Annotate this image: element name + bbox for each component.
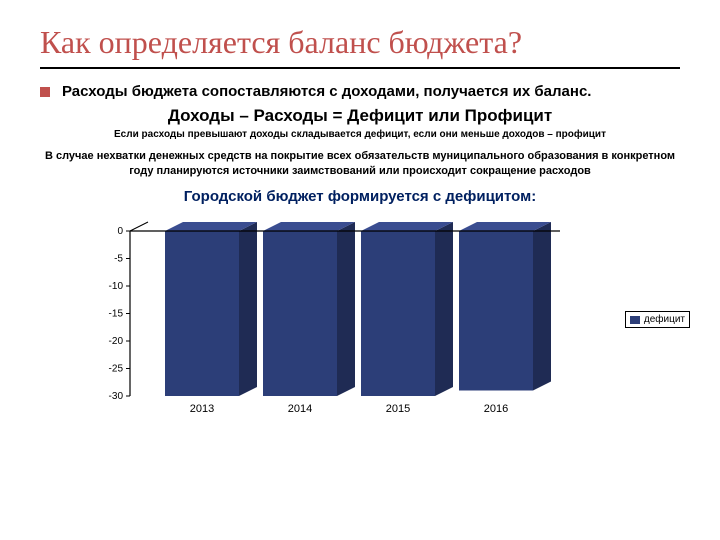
svg-text:2014: 2014 [288,403,312,415]
svg-text:-15: -15 [109,309,124,320]
legend-label: дефицит [644,314,685,325]
explanation-paragraph: В случае нехватки денежных средств на по… [40,149,680,179]
svg-text:0: 0 [117,226,123,237]
legend-swatch-icon [630,316,640,324]
bullet-row: Расходы бюджета сопоставляются с доходам… [40,83,680,102]
svg-text:-30: -30 [109,391,124,402]
accent-line: Городской бюджет формируется с дефицитом… [40,188,680,205]
body-text: Расходы бюджета сопоставляются с доходам… [62,83,591,102]
deficit-note: Если расходы превышают доходы складывает… [40,128,680,141]
svg-text:-5: -5 [114,254,123,265]
svg-text:2016: 2016 [484,403,508,415]
svg-text:-25: -25 [109,364,124,375]
square-bullet-icon [40,87,50,97]
deficit-chart: 0-5-10-15-20-25-302013201420152016 дефиц… [80,221,640,441]
bar-chart-svg: 0 -5 -10 -15 -20 -25 -30 2013 2014 2015 2016 [80,221,590,426]
legend: дефицит [625,311,690,328]
svg-text:-10: -10 [109,281,124,292]
page-title: Как определяется баланс бюджета? [40,24,680,61]
svg-text:-20: -20 [109,336,124,347]
slide: Как определяется баланс бюджета? Расходы… [0,0,720,540]
title-underline [40,67,680,69]
svg-text:2015: 2015 [386,403,410,415]
formula-line: Доходы – Расходы = Дефицит или Профицит [40,106,680,126]
svg-text:2013: 2013 [190,403,214,415]
